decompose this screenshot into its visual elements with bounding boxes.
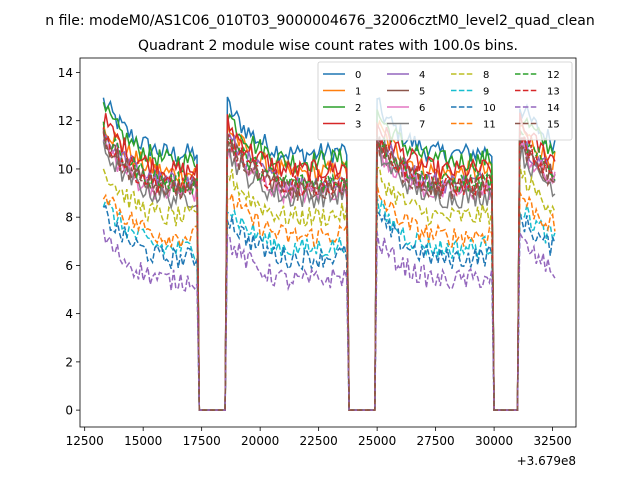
legend-label-5: 5 (419, 87, 425, 98)
y-tick-label: 6 (65, 259, 73, 273)
chart-title: Quadrant 2 module wise count rates with … (138, 38, 518, 54)
y-tick-label: 14 (58, 66, 73, 80)
legend-label-0: 0 (355, 70, 361, 81)
series-line-8 (102, 164, 556, 411)
legend-label-12: 12 (547, 70, 560, 81)
legend-label-10: 10 (483, 103, 496, 114)
series-layer (102, 96, 556, 411)
legend-label-15: 15 (547, 120, 560, 131)
legend-label-11: 11 (483, 120, 496, 131)
legend-label-9: 9 (483, 87, 489, 98)
x-axis: 12500 15000 17500 20000 22500 25000 27500 30000… (66, 427, 572, 448)
legend-label-7: 7 (419, 120, 425, 131)
legend-label-1: 1 (355, 87, 361, 98)
y-tick-label: 4 (65, 307, 73, 321)
x-tick-label: 30000 (475, 434, 513, 448)
y-tick-label: 2 (65, 355, 73, 369)
plot-frame (79, 57, 577, 428)
x-tick-label: 12500 (66, 434, 104, 448)
y-tick-label: 8 (65, 211, 73, 225)
series-line-10 (103, 204, 556, 411)
x-tick-label: 15000 (124, 434, 162, 448)
y-axis: 0 2 4 6 8 10 12 14 (58, 66, 80, 418)
legend-label-2: 2 (355, 103, 361, 114)
series-line-3 (102, 112, 556, 411)
legend-label-8: 8 (483, 70, 489, 81)
legend-box (317, 61, 573, 141)
y-tick-label: 12 (58, 114, 73, 128)
x-tick-label: 20000 (241, 434, 279, 448)
x-tick-label: 27500 (417, 434, 455, 448)
series-line-12 (102, 121, 556, 411)
series-line-14 (102, 229, 556, 411)
x-tick-label: 22500 (300, 434, 338, 448)
legend-label-13: 13 (547, 87, 560, 98)
legend-label-14: 14 (547, 103, 560, 114)
legend-label-6: 6 (419, 103, 425, 114)
x-tick-label: 25000 (358, 434, 396, 448)
x-tick-label: 17500 (183, 434, 221, 448)
legend-label-4: 4 (419, 70, 425, 81)
legend-label-3: 3 (355, 120, 361, 131)
y-tick-label: 10 (58, 162, 73, 176)
series-line-15 (102, 129, 556, 411)
figure-suptitle: n file: modeM0/AS1C06_010T03_9000004676_… (45, 13, 594, 29)
x-tick-label: 32500 (534, 434, 572, 448)
x-offset-label: +3.679e8 (517, 454, 576, 468)
y-tick-label: 0 (65, 404, 73, 418)
